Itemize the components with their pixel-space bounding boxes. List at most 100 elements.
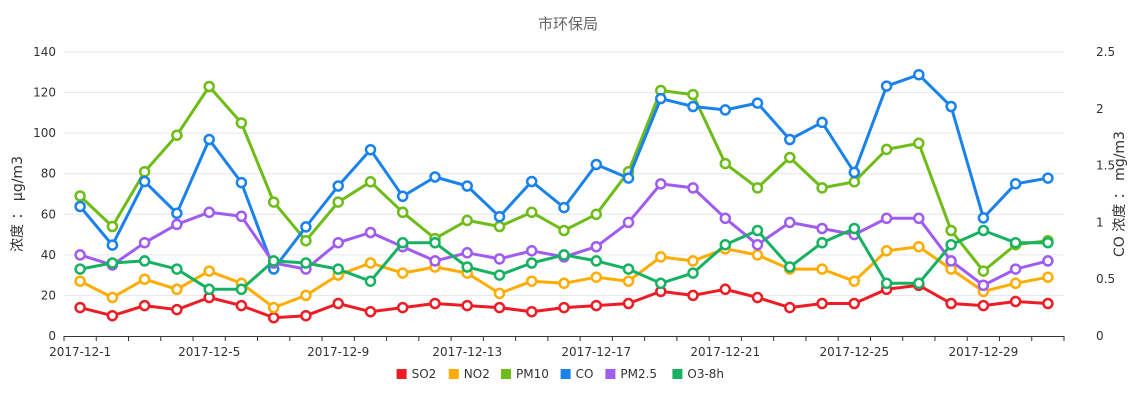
data-point [493, 220, 506, 233]
data-point [203, 283, 215, 296]
series-pm10 [74, 80, 1054, 277]
data-point [1009, 236, 1022, 249]
data-point [235, 176, 248, 189]
data-point [461, 247, 473, 259]
data-point [396, 267, 409, 279]
data-point [784, 301, 796, 314]
legend-label: CO [576, 367, 594, 381]
chart-title: 市环保局 [538, 15, 598, 33]
data-point [429, 171, 441, 183]
data-point [816, 263, 828, 275]
y-right-tick-label: 0 [1096, 329, 1104, 343]
axis-layer: 0 20 40 60 80 100 120 140 0 0.5 1 1.5 2 2.5 2017-12-1 2… [33, 45, 1115, 359]
data-point [977, 299, 990, 312]
data-point [687, 182, 699, 194]
data-point [267, 301, 280, 314]
data-point [461, 299, 473, 312]
data-point [203, 80, 215, 93]
data-point [558, 301, 570, 314]
x-tick-label: 2017-12-17 [561, 345, 631, 359]
series-co [74, 68, 1054, 275]
data-point [364, 143, 377, 156]
data-point [138, 255, 151, 267]
legend-swatch [560, 369, 571, 379]
data-point [751, 238, 764, 251]
data-point [235, 299, 248, 312]
data-point [493, 301, 506, 314]
data-point [719, 283, 732, 296]
data-point [719, 238, 732, 251]
data-point [880, 277, 893, 290]
y-left-tick-label: 20 [41, 288, 56, 302]
data-point [622, 263, 635, 275]
data-point [751, 291, 764, 304]
data-point [138, 175, 151, 188]
data-point [751, 97, 764, 109]
data-point [945, 100, 957, 113]
data-point [622, 275, 635, 287]
data-point [74, 275, 86, 287]
data-point [913, 212, 925, 225]
y-left-tick-label: 40 [41, 248, 56, 262]
data-point [267, 196, 280, 208]
data-point [622, 172, 635, 184]
data-point [525, 275, 538, 287]
legend-label: PM10 [516, 367, 549, 381]
data-point [429, 255, 441, 267]
data-point [622, 297, 635, 310]
data-point [590, 299, 603, 312]
data-point [396, 301, 409, 314]
x-tick-label: 2017-12-29 [948, 345, 1018, 359]
data-point [687, 267, 699, 279]
legend: SO2 NO2 PM10 CO PM2.5 O3-8h [396, 367, 724, 381]
data-point [106, 291, 119, 304]
data-point [622, 216, 635, 229]
data-point [267, 255, 280, 267]
data-point [525, 206, 538, 219]
data-point [848, 297, 861, 310]
data-point [687, 255, 699, 267]
x-tick-label: 2017-12-25 [819, 345, 889, 359]
data-point [945, 224, 957, 237]
data-point [332, 297, 344, 310]
data-point [332, 236, 344, 249]
data-point [74, 190, 86, 202]
data-point [106, 220, 119, 233]
legend-swatch [448, 369, 459, 379]
data-point [138, 273, 151, 285]
data-point [106, 309, 119, 322]
y-right-tick-label: 1 [1096, 215, 1104, 229]
data-point [687, 88, 699, 101]
data-point [655, 178, 667, 190]
data-point [880, 143, 893, 156]
legend-label: NO2 [464, 367, 490, 381]
data-point [332, 196, 344, 208]
x-tick-label: 2017-12-21 [690, 345, 760, 359]
data-point [332, 180, 344, 192]
data-point [977, 212, 990, 224]
data-point [300, 289, 312, 302]
data-point [913, 137, 925, 150]
data-point [74, 263, 86, 275]
data-point [945, 238, 957, 251]
legend-swatch [396, 369, 407, 379]
legend-label: SO2 [412, 367, 437, 381]
data-point [493, 253, 506, 265]
data-point [816, 297, 828, 310]
data-point [461, 180, 473, 192]
data-point [396, 236, 409, 249]
data-point [977, 224, 990, 237]
data-point [945, 255, 957, 267]
data-point [171, 263, 183, 275]
data-point [74, 249, 86, 261]
data-point [525, 175, 538, 188]
data-point [751, 249, 764, 261]
data-point [203, 265, 215, 277]
legend-item: NO2 [448, 367, 490, 381]
data-point [364, 275, 377, 287]
data-point [300, 257, 312, 269]
data-point [558, 277, 570, 290]
series-layer [74, 68, 1054, 324]
data-point [977, 279, 990, 292]
y-left-tick-label: 140 [33, 45, 56, 59]
